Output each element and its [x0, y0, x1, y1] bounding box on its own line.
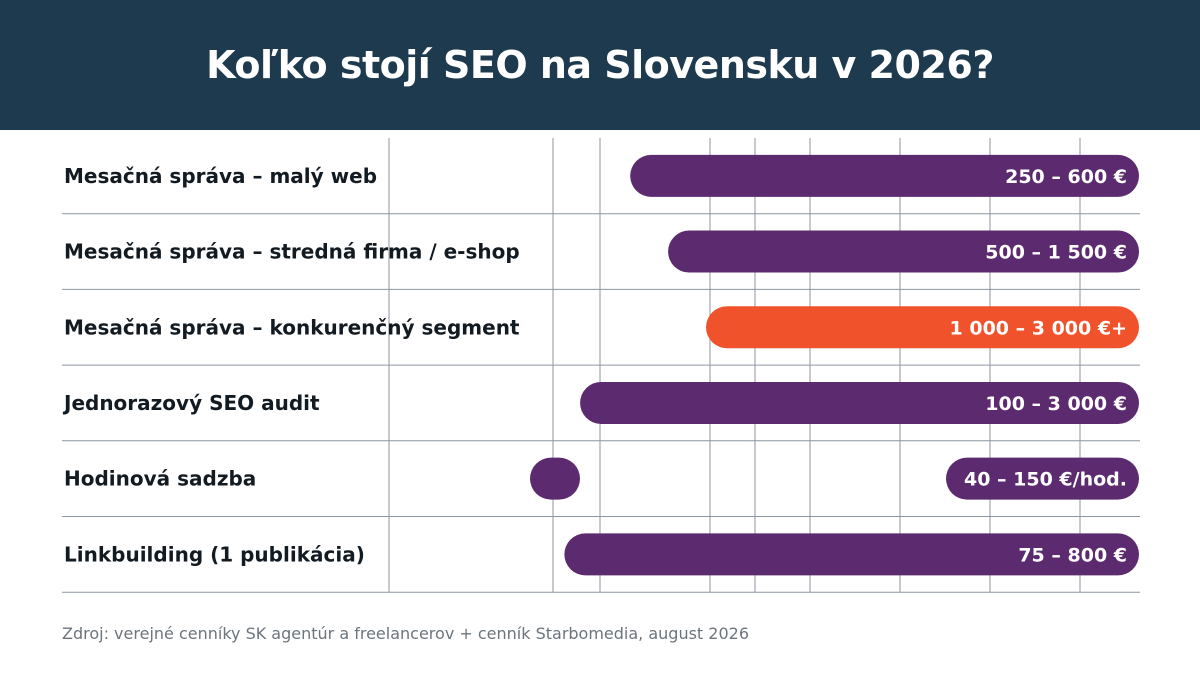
- grid: [62, 138, 1140, 593]
- row-label: Hodinová sadzba: [64, 467, 256, 491]
- range-bar: [630, 154, 1139, 197]
- bar-value-label: 1 000 – 3 000 €+: [950, 317, 1127, 339]
- bar-value-label: 75 – 800 €: [1018, 544, 1127, 566]
- chart-title: Koľko stojí SEO na Slovensku v 2026?: [206, 43, 994, 87]
- range-bar: [564, 533, 1139, 576]
- range-bar: [668, 230, 1139, 273]
- bars: 250 – 600 € 500 – 1 500 € 1 000 – 3 000 €+…: [530, 154, 1139, 576]
- chart-header: Koľko stojí SEO na Slovensku v 2026?: [0, 0, 1200, 130]
- row-label: Jednorazový SEO audit: [62, 391, 320, 415]
- source-note: Zdroj: verejné cenníky SK agentúr a free…: [62, 624, 749, 643]
- range-bar: [580, 381, 1139, 424]
- range-bar-start: [530, 457, 580, 500]
- row-label: Mesačná správa – stredná firma / e-shop: [64, 240, 520, 264]
- range-bar: [706, 306, 1139, 349]
- bar-value-label: 40 – 150 €/hod.: [964, 469, 1127, 491]
- bar-value-label: 250 – 600 €: [1005, 166, 1127, 188]
- bar-value-label: 100 – 3 000 €: [985, 393, 1127, 415]
- row-labels: Mesačná správa – malý web Mesačná správa …: [62, 164, 520, 566]
- row-label: Mesačná správa – konkurenčný segment: [64, 315, 520, 339]
- bar-value-label: 500 – 1 500 €: [985, 242, 1127, 264]
- range-bar: [946, 457, 1139, 500]
- chart-area: 250 – 600 € 500 – 1 500 € 1 000 – 3 000 €+…: [62, 138, 1140, 593]
- row-label: Linkbuilding (1 publikácia): [64, 542, 365, 566]
- row-label: Mesačná správa – malý web: [64, 164, 377, 188]
